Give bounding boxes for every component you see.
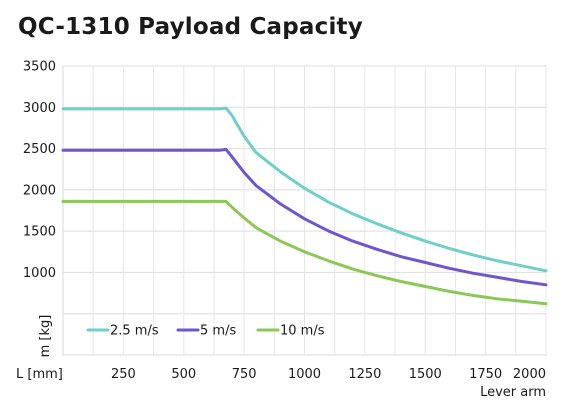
axis-layer: 1000 1500 2000 2500 3000 3500 250 500 750 1000 125… <box>23 60 546 383</box>
x-tick-label: 1500 <box>409 367 442 382</box>
x-tick-label: 250 <box>111 367 136 382</box>
chart-title: QC-1310 Payload Capacity <box>18 14 363 40</box>
x-tick-label: 1250 <box>348 367 381 382</box>
legend: 2.5 m/s 5 m/s 10 m/s <box>86 324 325 339</box>
grid-layer <box>62 65 547 356</box>
y-tick-label: 3000 <box>23 101 56 116</box>
y-tick-label: 3500 <box>23 60 56 75</box>
y-tick-label: 1000 <box>23 266 56 281</box>
legend-label: 2.5 m/s <box>110 324 159 339</box>
series-line <box>61 199 548 306</box>
series-line <box>61 147 548 287</box>
x-tick-label: 750 <box>232 367 257 382</box>
y-tick-label: 2500 <box>23 142 56 157</box>
x-tick-label: 1750 <box>469 367 502 382</box>
series-layer <box>61 106 548 306</box>
y-tick-label: 1500 <box>23 225 56 240</box>
x-tick-label: 1000 <box>288 367 321 382</box>
legend-label: 10 m/s <box>280 324 325 339</box>
x-tick-label: 500 <box>171 367 196 382</box>
x-axis-label: Lever arm <box>480 385 546 400</box>
y-axis-label: m [kg] <box>38 315 53 358</box>
y-tick-label: 2000 <box>23 183 56 198</box>
x-unit-label: L [mm] <box>16 367 63 382</box>
x-tick-label: 2000 <box>513 367 546 382</box>
series-line <box>61 106 548 273</box>
legend-label: 5 m/s <box>200 324 236 339</box>
